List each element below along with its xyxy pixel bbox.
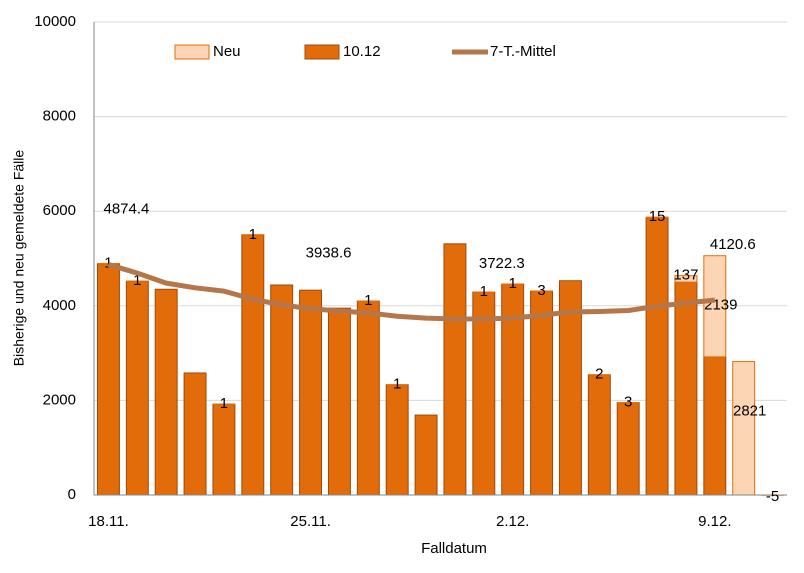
bar: [299, 289, 323, 496]
legend-label: 10.12: [343, 43, 381, 60]
y-tick-label: 10000: [34, 13, 76, 30]
data-label: 3: [624, 394, 632, 411]
y-tick-label: 6000: [43, 202, 76, 219]
data-label: 2821: [733, 403, 766, 420]
data-label: -5: [766, 488, 779, 505]
legend-label: 7-T.-Mittel: [490, 43, 556, 60]
data-label: 1: [393, 376, 401, 393]
data-label: 1: [480, 283, 488, 300]
data-label: 1: [509, 275, 517, 292]
bar: [703, 255, 727, 358]
line-label: 4120.6: [710, 236, 756, 253]
bar: [385, 384, 409, 496]
bar: [212, 403, 236, 496]
y-tick-label: 0: [68, 486, 76, 503]
data-label: 137: [673, 267, 698, 284]
bar: [674, 281, 698, 496]
x-axis-label: Falldatum: [421, 540, 487, 557]
x-tick-label: 9.12.: [698, 513, 731, 530]
bar: [154, 288, 178, 496]
data-label: 15: [649, 208, 666, 225]
y-tick-label: 2000: [43, 391, 76, 408]
x-tick-label: 2.12.: [496, 513, 529, 530]
legend-label: Neu: [213, 43, 241, 60]
legend-swatch: [174, 44, 210, 60]
bar: [414, 414, 438, 496]
data-label: 1: [104, 255, 112, 272]
bar: [241, 234, 265, 496]
x-tick-label: 25.11.: [290, 513, 331, 530]
line-label: 4874.4: [103, 200, 149, 217]
line-label: 3938.6: [306, 245, 352, 262]
y-tick-label: 4000: [43, 297, 76, 314]
bar: [443, 243, 467, 496]
bar: [96, 263, 120, 496]
bar: [645, 216, 669, 219]
x-tick-label: 18.11.: [88, 513, 129, 530]
bar: [645, 217, 669, 496]
y-tick-label: 8000: [43, 108, 76, 125]
data-label: 3: [537, 282, 545, 299]
bar: [703, 356, 727, 496]
line-label: 3722.3: [479, 255, 525, 272]
data-label: 1: [249, 226, 257, 243]
bar: [674, 275, 698, 283]
bar: [587, 374, 611, 496]
data-label: 2: [595, 366, 603, 383]
line: [107, 262, 716, 322]
bar: [356, 300, 380, 496]
bar: [183, 372, 207, 496]
bar: [616, 402, 640, 496]
y-axis-label: Bisherige und neu gemeldete Fälle: [11, 150, 27, 367]
data-label: 1: [133, 272, 141, 289]
legend-swatch: [304, 44, 340, 60]
bar: [125, 280, 149, 496]
data-label: 1: [364, 292, 372, 309]
bar: [732, 361, 756, 496]
bar: [530, 290, 554, 496]
bar: [270, 284, 294, 496]
bar: [327, 307, 351, 496]
bar: [472, 291, 496, 496]
data-label: 1: [220, 395, 228, 412]
